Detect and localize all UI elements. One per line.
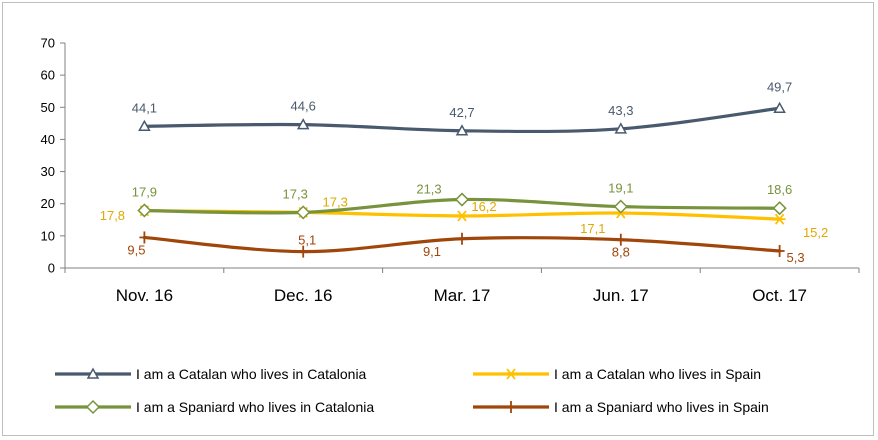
data-label: 9,1 xyxy=(423,244,441,259)
legend-marker xyxy=(85,399,101,415)
data-label: 5,1 xyxy=(298,233,316,248)
data-label: 18,6 xyxy=(767,182,792,197)
y-tick-label: 40 xyxy=(41,132,55,147)
legend-label: I am a Catalan who lives in Catalonia xyxy=(136,366,367,382)
y-tick-label: 50 xyxy=(41,100,55,115)
data-label: 43,3 xyxy=(608,103,633,118)
data-label: 17,8 xyxy=(100,208,125,223)
series-marker xyxy=(457,232,467,245)
series-marker xyxy=(772,201,787,216)
x-tick-label: Mar. 17 xyxy=(434,286,491,305)
series-marker xyxy=(137,203,152,218)
data-label: 17,9 xyxy=(132,184,157,199)
y-tick-label: 70 xyxy=(41,36,55,51)
data-label: 16,2 xyxy=(471,199,496,214)
data-label: 5,3 xyxy=(787,250,805,265)
y-tick-label: 10 xyxy=(41,228,55,243)
data-label: 19,1 xyxy=(608,181,633,196)
y-tick-label: 30 xyxy=(41,164,55,179)
legend-marker xyxy=(86,367,100,379)
data-label: 15,2 xyxy=(803,225,828,240)
series-marker xyxy=(296,205,311,220)
x-tick-label: Dec. 16 xyxy=(274,286,333,305)
chart-frame: 0 10 20 30 40 50 60 70 Nov. 16 Dec. 16 Mar. 17 Jun.… xyxy=(2,2,874,436)
data-label: 9,5 xyxy=(127,242,145,257)
legend-marker xyxy=(506,401,516,413)
series-marker xyxy=(456,210,468,222)
legend-marker xyxy=(505,368,517,380)
series-marker xyxy=(773,101,786,113)
series-marker xyxy=(773,213,786,225)
y-tick-label: 0 xyxy=(48,261,55,276)
data-label: 42,7 xyxy=(449,105,474,120)
x-tick-label: Jun. 17 xyxy=(593,286,649,305)
series-marker xyxy=(455,124,469,136)
data-label: 44,6 xyxy=(291,99,316,114)
legend-label: I am a Catalan who lives in Spain xyxy=(554,366,761,382)
series-marker xyxy=(296,118,310,130)
series-marker xyxy=(454,192,470,207)
data-label: 44,1 xyxy=(132,100,157,115)
series-marker xyxy=(138,119,151,131)
data-label: 17,1 xyxy=(580,221,605,236)
data-label: 8,8 xyxy=(612,245,630,260)
series-marker xyxy=(139,231,150,244)
legend-label: I am a Spaniard who lives in Catalonia xyxy=(136,399,374,415)
line-chart: 0 10 20 30 40 50 60 70 Nov. 16 Dec. 16 Mar. 17 Jun.… xyxy=(41,36,860,415)
data-label: 17,3 xyxy=(323,194,348,209)
y-tick-label: 20 xyxy=(41,196,55,211)
data-label: 49,7 xyxy=(767,79,792,94)
x-tick-label: Nov. 16 xyxy=(116,286,173,305)
legend-label: I am a Spaniard who lives in Spain xyxy=(554,399,769,415)
series-marker xyxy=(298,245,309,258)
series-marker xyxy=(774,244,785,257)
x-tick-label: Oct. 17 xyxy=(752,286,807,305)
data-label: 21,3 xyxy=(416,182,441,197)
series-marker xyxy=(615,233,626,246)
series-marker xyxy=(613,199,628,214)
series-marker xyxy=(614,122,628,134)
y-tick-label: 60 xyxy=(41,68,55,83)
data-label: 17,3 xyxy=(283,186,308,201)
